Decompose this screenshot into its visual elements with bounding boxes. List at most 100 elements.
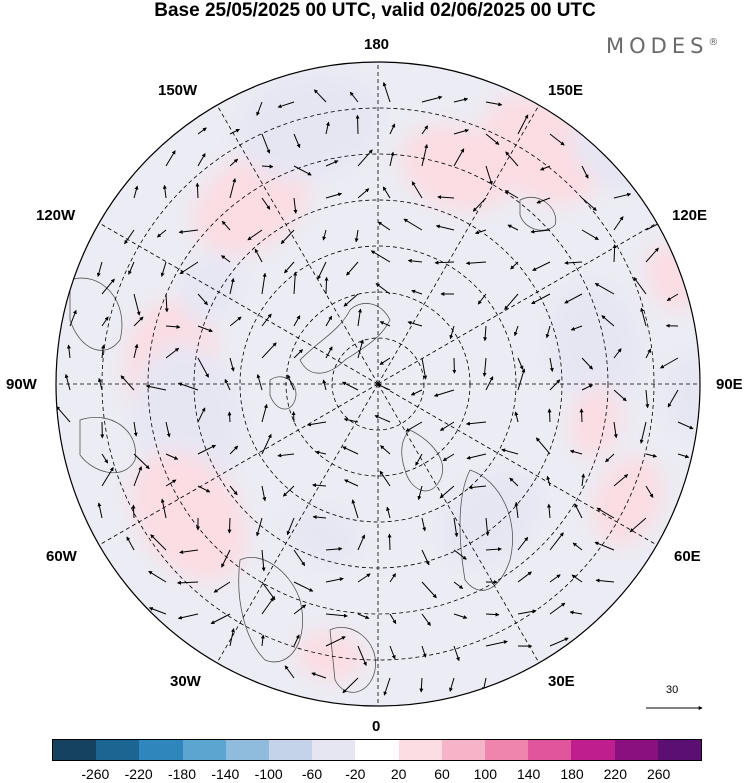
wind-arrow [261, 433, 272, 455]
wind-arrow [261, 581, 276, 601]
wind-arrow [325, 613, 348, 618]
wind-arrow [581, 165, 589, 179]
colorbar-tick-label: 260 [646, 766, 671, 782]
wind-arrow [645, 247, 659, 263]
wind-arrow [291, 411, 296, 423]
wind-arrow [569, 610, 583, 615]
wind-arrow [407, 320, 423, 327]
wind-arrow [293, 549, 306, 567]
wind-arrow [549, 602, 566, 615]
colorbar-tick-label: 140 [516, 766, 541, 782]
wind-arrow [453, 517, 459, 538]
wind-arrow [485, 165, 493, 186]
meridian-line [377, 383, 540, 664]
wind-arrow [126, 536, 135, 551]
lon-label-30w: 30W [170, 673, 201, 690]
meridian-line [216, 104, 379, 385]
wind-arrow [256, 373, 263, 391]
colorbar-swatch [398, 740, 442, 760]
colorbar-tick-label: -220 [124, 766, 153, 782]
wind-arrow [229, 485, 238, 496]
map-boundary [55, 61, 701, 707]
lon-label-top: 180 [364, 36, 390, 53]
wind-arrow [595, 578, 615, 583]
wind-arrow [322, 229, 327, 241]
wind-arrow [375, 283, 391, 295]
wind-arrow [510, 261, 519, 270]
wind-arrow [101, 453, 109, 464]
wind-arrow [293, 634, 300, 647]
wind-arrow [407, 258, 423, 263]
wind-arrow [639, 421, 647, 444]
wind-arrow [293, 197, 298, 214]
wind-arrow [613, 474, 629, 487]
wind-arrow [579, 408, 584, 423]
wind-arrow [453, 645, 460, 662]
wind-arrow [640, 307, 647, 327]
colorbar-tick-label: 180 [560, 766, 584, 782]
latitude-circle [147, 153, 609, 615]
wind-arrow [547, 503, 552, 519]
wind-arrow [165, 150, 176, 167]
wind-arrow [677, 453, 690, 459]
wind-arrow [313, 89, 327, 103]
graticule [56, 62, 700, 706]
lon-label-60e: 60E [674, 548, 701, 565]
wind-arrow [594, 541, 615, 551]
colorbar-tick-label: -20 [345, 766, 366, 782]
anomaly-contour [549, 282, 642, 409]
wind-arrow [549, 637, 569, 647]
wind-arrow [411, 181, 423, 199]
colorbar-swatch [96, 740, 140, 760]
wind-arrow [227, 411, 232, 423]
wind-arrow [453, 128, 470, 135]
wind-arrow [485, 517, 490, 537]
wind-arrow [254, 248, 263, 263]
wind-arrow [439, 485, 455, 499]
wind-arrow [374, 415, 391, 423]
wind-arrow [261, 403, 268, 423]
wind-arrow [509, 477, 519, 487]
colorbar-tick-label: 20 [390, 766, 407, 782]
wind-arrow [379, 321, 391, 327]
wind-arrow [357, 308, 362, 327]
wind-arrow [421, 581, 437, 599]
wind-arrow [377, 221, 391, 231]
wind-arrow [421, 125, 429, 135]
wind-arrow [315, 450, 327, 455]
wind-arrow [293, 133, 301, 149]
colorbar-swatch [614, 740, 658, 760]
wind-arrow [197, 444, 217, 455]
wind-arrow [342, 677, 359, 694]
colorbar-swatch [441, 740, 486, 760]
wind-arrow [133, 316, 144, 327]
wind-arrow [148, 570, 167, 583]
meridian-line [216, 383, 379, 664]
colorbar-swatch [53, 740, 97, 760]
wind-arrow [213, 581, 231, 593]
wind-arrow [517, 357, 524, 370]
wind-arrow [421, 549, 430, 566]
wind-arrow [261, 272, 267, 295]
wind-arrow [383, 677, 391, 696]
wind-arrow [389, 645, 396, 660]
wind-arrow [571, 574, 583, 583]
meridian-line [98, 222, 379, 385]
wind-arrow [354, 229, 359, 243]
polar-map [55, 61, 701, 707]
wind-arrow [293, 604, 307, 615]
colorbar-swatch [312, 740, 356, 760]
wind-arrow [517, 609, 537, 615]
wind-arrow [101, 316, 109, 327]
colorbar-tick-label: 100 [473, 766, 498, 782]
colorbar-swatch [657, 740, 702, 760]
wind-arrow [293, 581, 314, 592]
wind-arrow [96, 261, 103, 278]
colorbar-tick-label: -260 [81, 766, 110, 782]
wind-arrow [160, 498, 167, 519]
map-title: Base 25/05/2025 00 UTC, valid 02/06/2025… [154, 0, 596, 21]
wind-arrow [466, 453, 487, 460]
wind-arrow [286, 517, 295, 536]
meridian-line [377, 104, 540, 385]
wind-arrow [210, 613, 231, 625]
